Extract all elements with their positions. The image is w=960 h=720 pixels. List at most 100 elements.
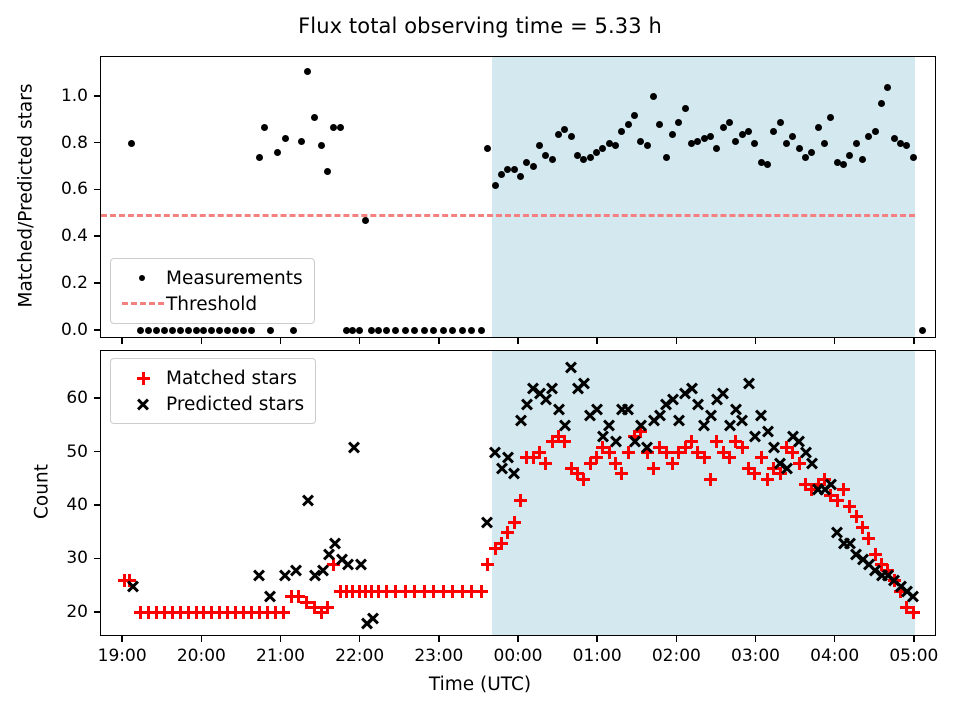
measurement-point [536, 142, 544, 150]
measurement-point [152, 327, 160, 335]
x-tick-mark-top-panel [596, 338, 598, 344]
measurement-point [612, 142, 620, 150]
measurement-point [707, 133, 715, 141]
measurement-point [232, 327, 240, 335]
measurement-point [859, 156, 867, 164]
y-tick-mark [94, 282, 100, 284]
y-tick-mark [94, 329, 100, 331]
x-tick-label: 03:00 [731, 646, 780, 666]
measurement-point [281, 135, 289, 143]
measurement-point [491, 182, 499, 190]
measurement-point [751, 140, 759, 148]
measurement-point [168, 327, 176, 335]
bottom-panel-plot-area [101, 351, 935, 635]
measurement-point [368, 327, 376, 335]
measurement-point [449, 327, 456, 335]
measurement-point [643, 142, 651, 150]
x-tick-mark-top-panel [913, 338, 915, 344]
x-tick-mark-top-panel [833, 338, 836, 344]
threshold-line [101, 213, 915, 217]
x-tick-label: 00:00 [493, 646, 543, 666]
measurement-point [567, 133, 575, 141]
measurement-point [548, 156, 556, 164]
legend-item-measurements: Measurements [120, 265, 303, 291]
measurement-point [808, 149, 816, 157]
measurement-point [688, 140, 696, 148]
x-tick-mark-top-panel [121, 338, 123, 344]
measurement-point [738, 130, 746, 138]
y-tick-label: 50 [66, 441, 88, 462]
x-tick-mark [517, 636, 519, 642]
y-tick-mark [94, 397, 100, 399]
measurement-point [618, 128, 626, 136]
x-tick-label: 20:00 [176, 646, 226, 666]
measurement-point [871, 128, 879, 136]
measurement-point [852, 140, 860, 148]
y-tick-mark [94, 235, 100, 237]
y-tick-mark [94, 94, 100, 97]
measurement-point [127, 140, 135, 148]
measurement-point [349, 327, 357, 335]
measurement-point [374, 327, 382, 335]
measurement-point [216, 327, 224, 335]
measurement-point [650, 93, 658, 101]
measurement-point [669, 130, 677, 138]
measurement-point [783, 140, 791, 148]
measurement-point [846, 151, 854, 159]
measurement-point [458, 327, 466, 335]
top-panel-plot-area [101, 57, 935, 337]
measurement-point [878, 100, 886, 108]
dashed-line-icon [120, 293, 166, 315]
legend-item-threshold: Threshold [120, 291, 303, 317]
measurement-point [192, 327, 200, 335]
measurement-point [656, 121, 664, 129]
measurement-point [726, 119, 734, 127]
measurement-point [827, 114, 835, 122]
y-tick-mark [94, 504, 100, 506]
x-tick-label: 01:00 [572, 646, 622, 666]
measurement-point [330, 123, 338, 131]
measurement-point [919, 327, 927, 335]
x-tick-mark-top-panel [438, 338, 440, 344]
measurement-point [681, 104, 689, 112]
measurement-point [593, 149, 601, 157]
measurement-point [184, 327, 192, 335]
x-tick-mark-top-panel [517, 338, 519, 344]
legend-label-predicted-stars: Predicted stars [166, 393, 305, 415]
y-tick-label: 0.8 [60, 132, 88, 153]
measurement-point [909, 154, 917, 162]
measurement-point [599, 144, 607, 152]
measurement-point [890, 135, 898, 143]
x-tick-mark-top-panel [279, 338, 282, 344]
y-tick-label: 60 [66, 388, 88, 409]
y-tick-label: 20 [66, 601, 88, 622]
measurement-point [580, 156, 588, 164]
measurement-point [160, 327, 168, 335]
measurement-point [662, 154, 670, 162]
y-tick-label: 40 [66, 495, 88, 516]
measurement-point [745, 128, 753, 136]
x-tick-mark [279, 636, 282, 642]
x-tick-mark-top-panel [358, 338, 361, 344]
measurement-point [145, 327, 152, 335]
measurement-point [675, 119, 683, 127]
x-tick-mark [675, 636, 678, 642]
x-tick-label: 19:00 [97, 646, 147, 666]
measurement-point [430, 327, 437, 335]
measurement-point [311, 114, 319, 122]
x-tick-mark-top-panel [754, 338, 757, 344]
measurement-point [903, 142, 911, 150]
figure-title: Flux total observing time = 5.33 h [298, 14, 662, 38]
legend-item-matched-stars: Matched stars [120, 365, 304, 391]
x-tick-mark [200, 636, 203, 642]
x-tick-mark-top-panel [675, 338, 678, 344]
measurement-point [802, 154, 810, 162]
measurement-point [266, 327, 274, 335]
measurement-point [631, 112, 639, 119]
measurement-point [274, 149, 282, 157]
measurement-point [260, 123, 268, 131]
legend-item-predicted-stars: Predicted stars [120, 391, 304, 417]
measurement-point [713, 144, 721, 152]
measurement-point [240, 327, 247, 335]
measurement-point [814, 123, 822, 131]
